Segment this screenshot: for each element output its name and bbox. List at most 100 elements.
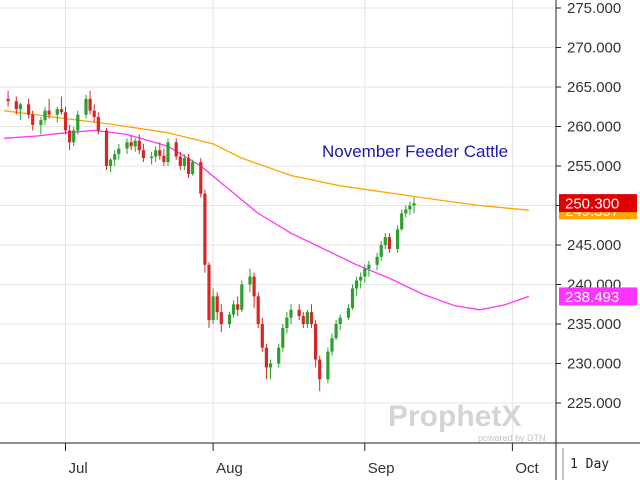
candle-body xyxy=(166,142,170,163)
candle-body xyxy=(346,308,350,318)
candle xyxy=(305,309,309,328)
candle-body xyxy=(309,312,314,324)
candle xyxy=(219,304,223,332)
candle-body xyxy=(113,154,117,160)
last-price-badge-bg xyxy=(559,194,637,213)
candle-body xyxy=(260,324,264,348)
y-tick-label: 260.000 xyxy=(567,119,621,136)
candle-body xyxy=(174,142,178,157)
candle-body xyxy=(359,276,363,281)
candle-body xyxy=(186,158,191,174)
candle-body xyxy=(109,159,113,166)
candle xyxy=(174,138,178,160)
candle-body xyxy=(297,309,301,317)
candle xyxy=(412,197,416,214)
candle xyxy=(72,126,76,147)
candle xyxy=(154,146,158,163)
candle xyxy=(137,134,141,155)
candle-body xyxy=(355,280,359,289)
candle-body xyxy=(219,312,223,324)
ma-short-badge-bg xyxy=(559,287,637,306)
candle xyxy=(338,314,342,331)
candle xyxy=(281,324,285,352)
candle-body xyxy=(387,237,391,249)
candle xyxy=(199,158,203,198)
last-price-badge-value: 250.300 xyxy=(565,196,619,213)
candle xyxy=(285,312,289,334)
candle-body xyxy=(133,140,137,147)
candle-body xyxy=(154,150,158,157)
candle xyxy=(84,94,88,119)
candle xyxy=(141,143,145,163)
timeframe-label[interactable]: 1 Day xyxy=(570,457,609,472)
candle xyxy=(203,189,207,273)
candle xyxy=(252,272,256,309)
candle xyxy=(14,96,18,115)
candle xyxy=(31,110,35,131)
y-axis-tick-labels: 225.000230.000235.000240.000245.000250.0… xyxy=(567,0,621,412)
candle-body xyxy=(31,114,35,125)
candle-body xyxy=(76,114,80,131)
candle-body xyxy=(367,264,371,269)
candle xyxy=(314,320,318,368)
ma-short-badge-value: 238.493 xyxy=(565,289,619,306)
candle-body xyxy=(125,142,129,149)
candle-body xyxy=(412,203,416,206)
candle-body xyxy=(379,245,383,257)
candle xyxy=(346,304,350,321)
candle xyxy=(43,106,47,125)
candle xyxy=(186,154,191,178)
candle xyxy=(59,96,63,115)
candle xyxy=(47,98,51,119)
candle-body xyxy=(129,142,133,147)
candle xyxy=(227,312,232,328)
candle xyxy=(109,158,113,173)
candle xyxy=(27,98,31,119)
candle xyxy=(318,355,322,392)
candle-body xyxy=(104,130,109,166)
candle-body xyxy=(141,150,145,159)
candle xyxy=(125,138,129,155)
candle xyxy=(248,268,252,293)
candle xyxy=(207,262,211,328)
ma-short-badge: 238.493 xyxy=(559,287,637,306)
candle xyxy=(408,201,412,215)
candle-body xyxy=(330,338,334,352)
candle-body xyxy=(162,155,166,163)
candle xyxy=(350,284,355,310)
candle-body xyxy=(47,110,51,115)
candle xyxy=(18,102,22,121)
candle xyxy=(232,300,236,318)
candle-body xyxy=(72,130,76,143)
candle xyxy=(363,264,367,283)
candle-body xyxy=(281,327,285,348)
candle-body xyxy=(63,112,68,131)
candle xyxy=(297,304,301,321)
candle xyxy=(379,241,383,261)
candle xyxy=(264,343,268,380)
candle-body xyxy=(264,347,268,368)
candle-body xyxy=(318,359,322,380)
candle xyxy=(166,138,170,166)
candle-body xyxy=(350,288,355,309)
candle-body xyxy=(84,98,88,115)
candle-body xyxy=(92,110,96,118)
watermark-powered-by: powered by DTN xyxy=(478,433,546,443)
candle-body xyxy=(191,162,195,174)
candle-body xyxy=(203,193,207,265)
candle xyxy=(326,347,330,384)
candle-body xyxy=(227,314,232,324)
candle-body xyxy=(18,104,22,110)
candle-body xyxy=(207,264,211,321)
x-tick-label: Jul xyxy=(69,460,88,477)
candle xyxy=(150,151,154,165)
candle-body xyxy=(96,117,100,131)
candle xyxy=(76,110,80,135)
candle-body xyxy=(268,363,273,368)
y-tick-label: 255.000 xyxy=(567,158,621,175)
candle xyxy=(182,154,186,170)
candle xyxy=(301,312,305,328)
